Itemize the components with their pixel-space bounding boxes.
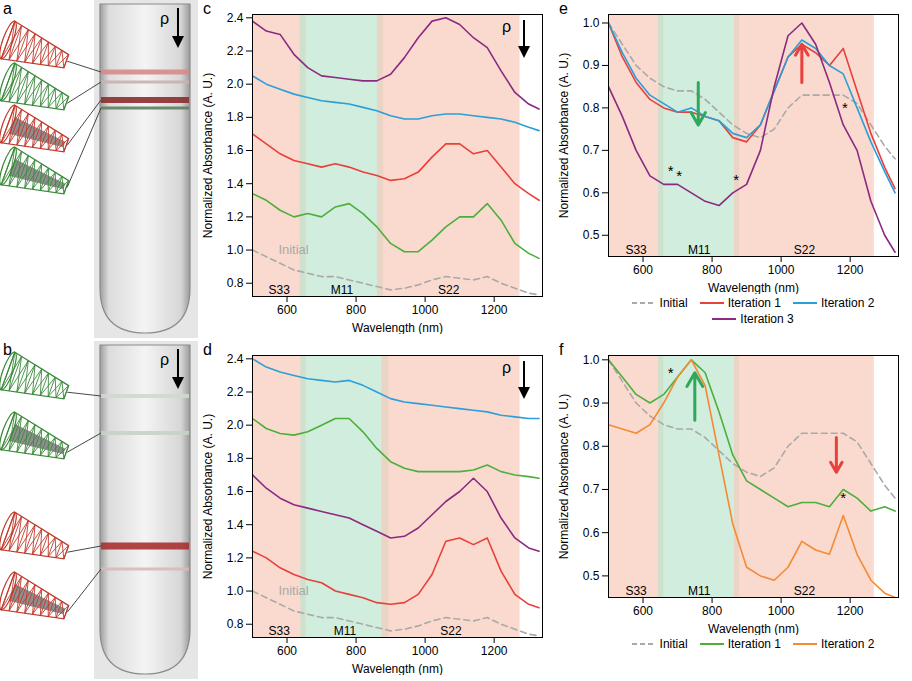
html-text:a: a [3,0,12,17]
svg-text:600: 600 [277,644,297,658]
svg-text:600: 600 [633,604,653,618]
svg-text:Wavelength (nm): Wavelength (nm) [352,662,443,676]
svg-text:0.9: 0.9 [583,58,600,72]
svg-text:800: 800 [702,604,722,618]
svg-text:1000: 1000 [412,303,439,317]
svg-text:*: * [842,99,848,116]
svg-text:S22: S22 [438,283,460,297]
svg-text:0.7: 0.7 [583,143,600,157]
html-text:b: b [3,341,12,358]
html-text:f: f [559,341,564,358]
html-text:Initial: Initial [659,296,688,310]
svg-text:2.4: 2.4 [227,11,244,25]
svg-text:0.8: 0.8 [583,101,600,115]
svg-text:M11: M11 [331,283,354,297]
svg-text:1.2: 1.2 [227,551,244,565]
svg-text:1200: 1200 [837,263,864,277]
svg-text:*: * [676,167,682,184]
svg-text:ρ: ρ [160,10,169,27]
svg-text:*: * [733,171,739,188]
svg-text:Normalized Absorbance (A. U.): Normalized Absorbance (A. U.) [201,73,215,238]
svg-text:800: 800 [346,303,366,317]
svg-text:1200: 1200 [481,303,508,317]
svg-text:0.5: 0.5 [583,228,600,242]
html-text:Iteration 3: Iteration 3 [740,312,794,326]
svg-text:1.6: 1.6 [227,484,244,498]
svg-text:1000: 1000 [768,263,795,277]
svg-text:Normalized Absorbance (A. U.): Normalized Absorbance (A. U.) [201,414,215,579]
svg-text:0.8: 0.8 [227,617,244,631]
svg-text:Initial: Initial [278,242,308,257]
html-text:Iteration 2: Iteration 2 [821,637,875,651]
svg-text:*: * [840,489,846,506]
svg-text:600: 600 [633,263,653,277]
html-text:d: d [203,341,212,358]
svg-text:1000: 1000 [412,644,439,658]
svg-text:ρ: ρ [502,359,511,376]
html-text:Iteration 1: Iteration 1 [727,637,781,651]
svg-text:0.6: 0.6 [583,526,600,540]
svg-text:Normalized Absorbance (A. U.): Normalized Absorbance (A. U.) [557,53,571,218]
svg-text:1200: 1200 [837,604,864,618]
svg-text:2.0: 2.0 [227,418,244,432]
svg-text:*: * [668,364,674,381]
svg-text:1200: 1200 [481,644,508,658]
html-text:Initial: Initial [659,637,688,651]
svg-text:S33: S33 [269,624,291,638]
svg-text:800: 800 [346,644,366,658]
svg-text:2.2: 2.2 [227,385,244,399]
svg-text:S22: S22 [440,624,462,638]
svg-text:ρ: ρ [502,18,511,35]
svg-text:1.0: 1.0 [227,584,244,598]
svg-text:1.6: 1.6 [227,143,244,157]
svg-text:2.4: 2.4 [227,352,244,366]
svg-text:800: 800 [702,263,722,277]
svg-text:M11: M11 [688,243,711,257]
svg-text:S22: S22 [794,584,816,598]
svg-text:S22: S22 [794,243,816,257]
html-text:Iteration 2: Iteration 2 [821,296,875,310]
html-text:e: e [559,0,568,17]
html-text:c: c [203,0,211,17]
svg-text:S33: S33 [269,283,291,297]
svg-text:600: 600 [277,303,297,317]
svg-text:1.0: 1.0 [227,243,244,257]
svg-text:1000: 1000 [768,604,795,618]
svg-text:Wavelength (nm): Wavelength (nm) [352,321,443,335]
svg-text:Wavelength (nm): Wavelength (nm) [708,622,799,636]
svg-text:0.5: 0.5 [583,569,600,583]
svg-text:0.7: 0.7 [583,482,600,496]
svg-text:Initial: Initial [278,583,308,598]
svg-text:0.8: 0.8 [227,276,244,290]
svg-text:*: * [668,162,674,179]
svg-text:1.8: 1.8 [227,110,244,124]
svg-text:1.4: 1.4 [227,177,244,191]
svg-text:M11: M11 [334,624,357,638]
html-text:Iteration 1: Iteration 1 [727,296,781,310]
svg-text:2.0: 2.0 [227,77,244,91]
svg-text:1.0: 1.0 [583,16,600,30]
svg-text:1.0: 1.0 [583,353,600,367]
svg-text:1.4: 1.4 [227,518,244,532]
svg-text:Normalized Absorbance (A. U.): Normalized Absorbance (A. U.) [557,394,571,559]
svg-text:M11: M11 [688,584,711,598]
svg-text:S33: S33 [625,243,647,257]
svg-text:0.9: 0.9 [583,396,600,410]
svg-text:0.8: 0.8 [583,439,600,453]
svg-text:1.8: 1.8 [227,451,244,465]
svg-text:2.2: 2.2 [227,44,244,58]
svg-text:S33: S33 [625,584,647,598]
svg-text:ρ: ρ [160,351,169,368]
svg-text:Wavelength (nm): Wavelength (nm) [708,281,799,295]
svg-text:0.6: 0.6 [583,186,600,200]
svg-text:1.2: 1.2 [227,210,244,224]
